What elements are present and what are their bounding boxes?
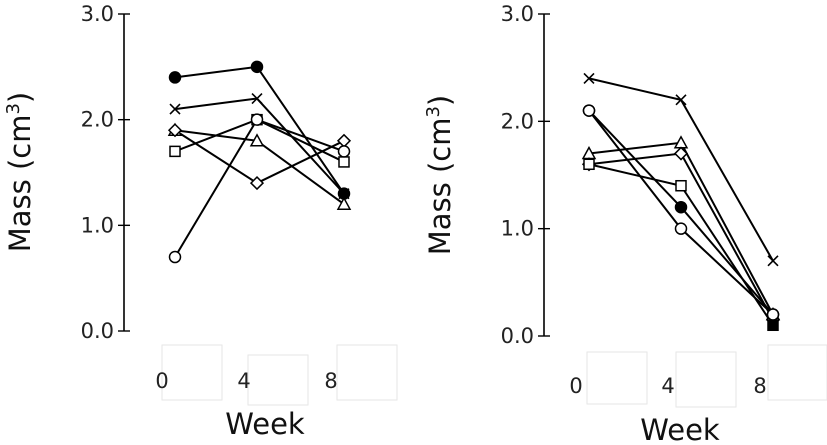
x-axis-title: Week [640, 413, 720, 445]
series-markers [581, 72, 781, 332]
y-axis-title-superscript: 3 [3, 103, 24, 114]
data-point-cross [675, 94, 687, 106]
y-tick-label: 2.0 [501, 109, 534, 133]
data-point-open-diamond [249, 176, 265, 191]
y-tick-label: 3.0 [81, 2, 114, 26]
y-tick-label: 2.0 [81, 108, 114, 132]
data-point-open-diamond [673, 146, 689, 161]
y-axis-title-suffix: ) [3, 92, 37, 103]
y-tick-label: 3.0 [501, 2, 534, 26]
y-axis-title: Mass (cm3) [3, 92, 37, 253]
data-point-open-circle [337, 145, 351, 158]
series-line-1 [174, 65, 345, 195]
data-point-open-diamond [167, 123, 183, 138]
mask-box [161, 344, 223, 401]
data-point-open-square [675, 179, 687, 192]
mask-box [675, 351, 737, 408]
x-tick-label: 8 [324, 369, 337, 393]
chart-panel-right: 0.0 1.0 2.0 3.0 0 4 8 Week Mass (cm3) [423, 2, 827, 445]
mask-box [767, 344, 827, 401]
y-axis-title-text: Mass (cm [3, 115, 37, 253]
data-point-cross [583, 72, 595, 84]
x-axis-title: Week [225, 407, 305, 441]
data-point-open-square [583, 158, 595, 171]
data-point-open-triangle [336, 196, 352, 210]
data-point-filled-circle [674, 200, 688, 214]
y-axis-title: Mass (cm3) [423, 95, 457, 256]
x-tick-label: 4 [661, 374, 674, 398]
chart-panel-left: 0.0 1.0 2.0 3.0 0 4 8 Week Mass (cm3) [3, 2, 398, 441]
x-tick-label: 0 [155, 369, 168, 393]
series-markers [167, 60, 352, 264]
mask-box [586, 351, 648, 405]
data-point-open-square [169, 145, 181, 158]
data-point-filled-circle [250, 60, 264, 74]
y-axis-title-superscript: 3 [423, 106, 444, 117]
data-point-open-circle [582, 104, 596, 117]
data-point-cross [251, 92, 263, 105]
data-point-cross [338, 188, 350, 200]
y-tick-label: 0.0 [501, 324, 534, 348]
data-point-open-triangle [249, 133, 265, 147]
data-point-open-square [767, 319, 779, 332]
y-tick-label: 1.0 [81, 213, 114, 237]
data-point-open-square [338, 156, 350, 168]
data-point-open-circle [766, 308, 780, 321]
y-axis-title-text: Mass (cm [423, 118, 457, 256]
data-point-filled-circle [168, 71, 182, 84]
mask-box [247, 354, 309, 406]
mask-box [336, 344, 398, 401]
x-tick-label: 0 [569, 374, 582, 398]
x-tick-label: 8 [753, 374, 766, 398]
data-point-open-circle [674, 222, 688, 235]
data-point-cross [169, 103, 181, 115]
data-point-open-diamond [336, 133, 352, 148]
data-point-open-circle [168, 250, 182, 264]
series-line-4 [588, 152, 774, 321]
data-point-open-circle [250, 113, 264, 126]
data-point-cross [767, 255, 779, 267]
y-axis-title-suffix: ) [423, 95, 457, 106]
y-tick-label: 1.0 [501, 217, 534, 241]
x-tick-label: 4 [237, 369, 250, 393]
y-tick-label: 0.0 [81, 319, 114, 343]
